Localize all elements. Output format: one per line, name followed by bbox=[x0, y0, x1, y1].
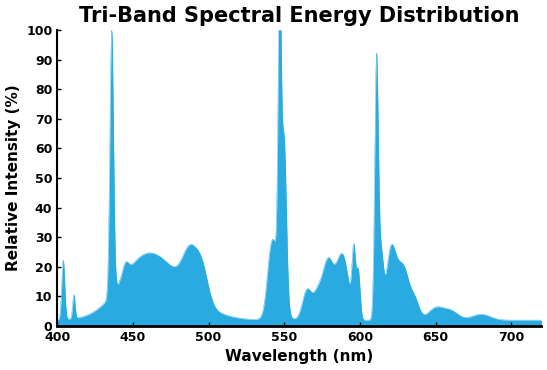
X-axis label: Wavelength (nm): Wavelength (nm) bbox=[225, 349, 374, 364]
Y-axis label: Relative Intensity (%): Relative Intensity (%) bbox=[5, 85, 21, 271]
Title: Tri-Band Spectral Energy Distribution: Tri-Band Spectral Energy Distribution bbox=[79, 6, 520, 26]
